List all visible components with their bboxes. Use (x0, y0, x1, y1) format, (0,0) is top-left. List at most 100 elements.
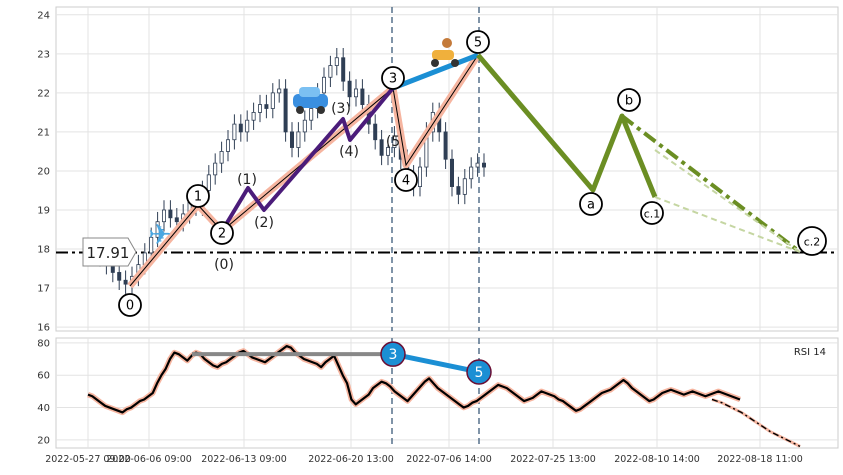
candle-body (270, 92, 275, 109)
rsi-wave-marker (466, 359, 492, 385)
wave-target-line (620, 114, 802, 254)
wave-label-circle (466, 30, 490, 54)
price-ytick-label: 17 (37, 284, 50, 295)
xtick-label: 2022-06-13 09:00 (201, 454, 287, 465)
wave-label: 0 (126, 299, 134, 314)
candles-group (98, 47, 486, 294)
rsi-ytick-label: 40 (37, 403, 50, 414)
candle-body (373, 123, 378, 141)
wave-label-circle (617, 88, 641, 112)
candle-body (245, 119, 250, 133)
candle-body (168, 209, 173, 219)
rsi-forecast-line (711, 398, 801, 448)
airplane-icon: ✈ (148, 218, 171, 251)
wave-label-circle (797, 226, 827, 256)
candle-body (481, 162, 486, 168)
candle-body (257, 104, 262, 113)
candle-body (264, 104, 269, 109)
wave-label-circle (381, 66, 405, 90)
candle-body (219, 151, 224, 164)
scooter-body (432, 50, 454, 60)
price-ytick-label: 20 (37, 166, 50, 177)
xtick-label: 2022-06-20 13:00 (308, 454, 394, 465)
candle-body (347, 80, 352, 98)
candle-body (321, 76, 326, 94)
price-ytick-label: 18 (37, 245, 50, 256)
candle-body (232, 123, 237, 141)
xtick-label: 2022-05-27 09:00 (45, 454, 131, 465)
rsi-wave-marker-label: 5 (475, 365, 484, 381)
candle-body (155, 221, 160, 238)
candle-body (353, 88, 358, 98)
candle-body (469, 166, 474, 180)
candle-body (149, 236, 154, 254)
candle-body (123, 279, 128, 285)
support-value-label: 17.91 (82, 237, 137, 267)
wave-correction-line (476, 53, 658, 198)
wave-label-circle (186, 184, 210, 208)
candle-body (161, 209, 166, 223)
candle-body (385, 147, 390, 156)
rsi-ytick-label: 80 (37, 338, 50, 349)
car-cabin (299, 87, 320, 97)
candle-body (213, 162, 218, 176)
wave-label-circle (579, 192, 603, 216)
wave-label: 3 (389, 72, 397, 87)
candle-body (206, 174, 211, 191)
candle-body (475, 162, 480, 168)
car-icon (293, 87, 328, 114)
scooter-rider (442, 38, 452, 48)
wave-label: b (625, 94, 633, 109)
support-value-text: 17.91 (87, 244, 130, 262)
wave-label: 1 (194, 190, 202, 205)
car-wheel (296, 106, 304, 114)
wave-label: (4) (339, 144, 359, 160)
wave-label: c.1 (644, 208, 661, 221)
candle-body (379, 139, 384, 156)
xtick-label: 2022-06-06 09:00 (106, 454, 192, 465)
scooter-icon (431, 38, 459, 67)
candle-body (238, 123, 243, 133)
price-ytick-label: 16 (37, 323, 50, 334)
candle-body (449, 158, 454, 187)
candle-body (289, 131, 294, 148)
candle-body (417, 166, 422, 187)
wave-label-circle (640, 201, 664, 225)
wave-label: (5 (386, 134, 400, 150)
xtick-label: 2022-08-10 14:00 (614, 454, 700, 465)
wave-target-alt-line (654, 196, 801, 253)
candle-body (443, 131, 448, 160)
wave-label: a (587, 198, 595, 213)
candle-body (225, 139, 230, 152)
candle-body (456, 186, 461, 195)
rsi-wave-marker (380, 341, 406, 367)
price-ytick-label: 23 (37, 49, 50, 60)
wave-fifth-line (392, 52, 479, 91)
rsi-ytick-label: 20 (37, 435, 50, 446)
wave-label-circle (210, 221, 234, 245)
candle-body (462, 178, 467, 195)
price-ytick-label: 22 (37, 88, 50, 99)
wave-label: 2 (218, 227, 226, 242)
wave-label: 4 (402, 174, 410, 189)
rsi-wave-marker-label: 3 (389, 347, 398, 363)
candle-body (334, 57, 339, 66)
candle-body (309, 108, 314, 121)
wave-label: (3) (331, 101, 351, 117)
xtick-label: 2022-07-06 14:00 (406, 454, 492, 465)
candle-body (392, 135, 397, 148)
rsi-title: RSI 14 (794, 347, 826, 358)
candle-body (296, 131, 301, 148)
car-wheel (317, 106, 325, 114)
wave-label: c.2 (804, 236, 821, 249)
candle-body (283, 88, 288, 133)
wave-label: (2) (254, 215, 274, 231)
wave-label-circle (394, 168, 418, 192)
rsi-wave-line (392, 351, 480, 375)
wave-sub-line (220, 86, 395, 233)
scooter-wheel (431, 59, 439, 67)
xtick-label: 2022-07-25 13:00 (510, 454, 596, 465)
xtick-label: 2022-08-18 11:00 (717, 454, 803, 465)
